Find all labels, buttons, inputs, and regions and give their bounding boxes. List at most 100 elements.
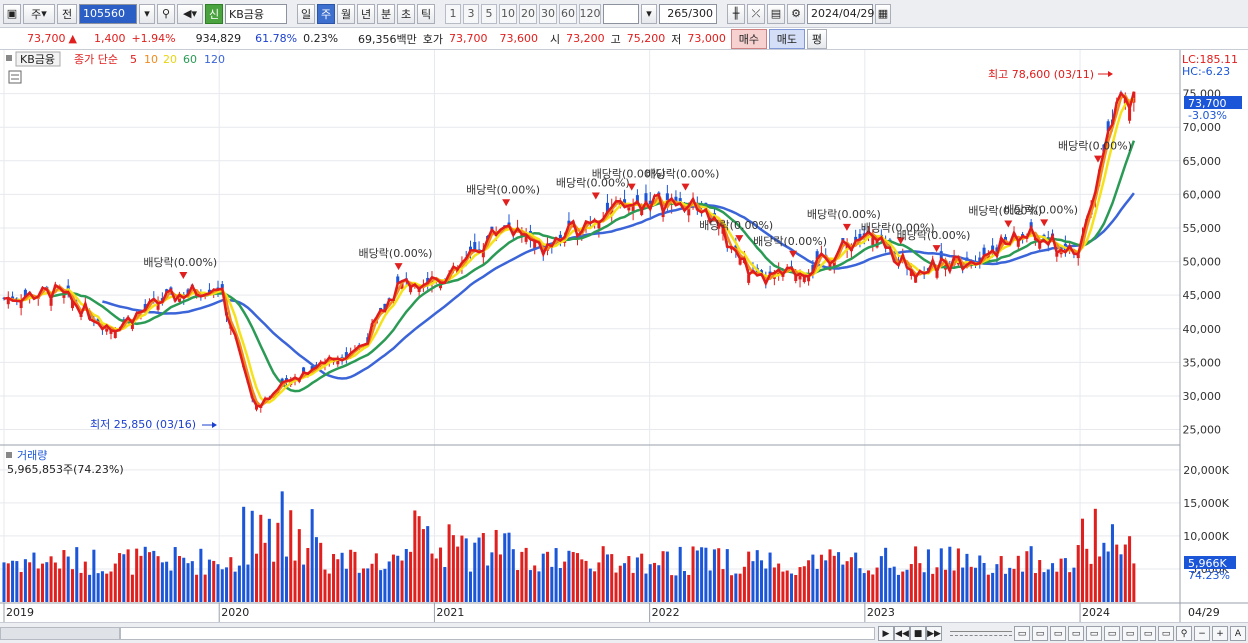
- tab-minute[interactable]: 분: [377, 3, 395, 24]
- volume-bar: [404, 548, 408, 602]
- tool-icon[interactable]: ▭: [1032, 626, 1048, 641]
- zoom-in-icon[interactable]: +: [1212, 626, 1228, 641]
- volume-bar: [661, 551, 665, 602]
- tool-icon[interactable]: ▭: [1104, 626, 1120, 641]
- volume-bar: [888, 567, 892, 602]
- search-icon[interactable]: ⚲: [157, 3, 175, 24]
- play-icon[interactable]: ▶: [878, 626, 894, 641]
- tab-tick[interactable]: 틱: [417, 3, 435, 24]
- price-volume-chart[interactable]: 배당락(0.00%)배당락(0.00%)배당락(0.00%)배당락(0.00%)…: [0, 50, 1248, 622]
- gear-icon[interactable]: ⚙: [787, 3, 805, 24]
- volume-bar: [126, 549, 130, 602]
- zoom-slider[interactable]: [950, 631, 1012, 636]
- low-label: 저: [671, 32, 682, 46]
- volume-bar: [978, 555, 982, 602]
- volume-bar: [49, 556, 53, 602]
- tool-icon[interactable]: ▭: [1014, 626, 1030, 641]
- volume-bar: [648, 564, 652, 602]
- date-input[interactable]: 2024/04/29: [807, 3, 874, 24]
- eval-button[interactable]: 평: [806, 28, 827, 49]
- prev-button[interactable]: 전: [57, 3, 77, 24]
- interval-custom-input[interactable]: [603, 3, 639, 24]
- low-price: 73,000: [687, 32, 726, 45]
- rewind-icon[interactable]: ◀◀: [894, 626, 910, 641]
- tab-year[interactable]: 년: [357, 3, 375, 24]
- draw-tool-icon[interactable]: ⤫: [747, 3, 765, 24]
- volume-bar: [366, 568, 370, 602]
- count-input[interactable]: 265/300: [659, 3, 717, 24]
- volume-tag: 5,966K: [1188, 557, 1227, 570]
- volume-bar: [143, 546, 147, 602]
- price-tick-label: 30,000: [1183, 390, 1222, 403]
- zoom-icon[interactable]: ⚲: [1176, 626, 1192, 641]
- interval-1[interactable]: 1: [445, 3, 461, 24]
- fast-forward-icon[interactable]: ▶▶: [926, 626, 942, 641]
- volume-bar: [755, 550, 759, 602]
- dropdown-icon[interactable]: ▾: [641, 3, 657, 24]
- period-select[interactable]: 주 ▾: [23, 3, 55, 24]
- price-tick-label: 35,000: [1183, 356, 1222, 369]
- volume-bar: [332, 554, 336, 602]
- volume-bar: [156, 556, 160, 602]
- volume-bar: [768, 552, 772, 602]
- speaker-icon[interactable]: ◀▾: [177, 3, 203, 24]
- volume-bar: [751, 561, 755, 602]
- interval-3[interactable]: 3: [463, 3, 479, 24]
- volume-bar: [336, 559, 340, 602]
- chart-area[interactable]: 배당락(0.00%) 배당락(0.00%) 배당락(0.00%) 배당락(0.00%)…: [0, 50, 1248, 622]
- stock-code-input[interactable]: 105560: [79, 3, 137, 24]
- dividend-label: 배당락(0.00%): [968, 205, 1042, 218]
- volume-bar: [892, 566, 896, 602]
- volume-bar: [387, 561, 391, 602]
- candle-type-icon[interactable]: ╫: [727, 3, 745, 24]
- interval-10[interactable]: 10: [499, 3, 517, 24]
- interval-5[interactable]: 5: [481, 3, 497, 24]
- zoom-out-icon[interactable]: −: [1194, 626, 1210, 641]
- open-price: 73,200: [566, 32, 605, 45]
- calendar-icon[interactable]: ▦: [875, 3, 891, 24]
- chart-scrollbar[interactable]: [120, 627, 875, 640]
- volume-bar: [884, 547, 888, 602]
- volume-bar: [41, 563, 45, 602]
- tab-week[interactable]: 주: [317, 3, 335, 24]
- candle-body: [858, 233, 862, 240]
- volume-bar: [468, 571, 473, 602]
- font-size-icon[interactable]: A: [1230, 626, 1246, 641]
- dropdown-icon[interactable]: ▾: [139, 3, 155, 24]
- tool-icon[interactable]: ▭: [1086, 626, 1102, 641]
- tool-icon[interactable]: ▭: [1122, 626, 1138, 641]
- volume-bar: [875, 567, 879, 602]
- candle-body: [991, 245, 995, 251]
- candle-body: [871, 236, 875, 245]
- candle-body: [524, 234, 528, 242]
- candle-body: [336, 358, 340, 365]
- tab-second[interactable]: 초: [397, 3, 415, 24]
- interval-30[interactable]: 30: [539, 3, 557, 24]
- tab-month[interactable]: 월: [337, 3, 355, 24]
- window-icon[interactable]: ▣: [3, 3, 21, 24]
- volume-bar: [995, 564, 999, 602]
- stock-name-field[interactable]: KB금융: [225, 3, 287, 24]
- save-icon[interactable]: ▤: [767, 3, 785, 24]
- tool-icon[interactable]: ▭: [1158, 626, 1174, 641]
- year-tick-label: 2022: [652, 606, 680, 619]
- volume-bar: [498, 554, 502, 602]
- chart-toggle-icon[interactable]: [8, 70, 22, 84]
- high-annotation: 최고 78,600 (03/11): [988, 68, 1094, 81]
- sell-button[interactable]: 매도: [768, 28, 805, 49]
- dividend-marker: [681, 183, 690, 191]
- tool-icon[interactable]: ▭: [1140, 626, 1156, 641]
- interval-120[interactable]: 120: [579, 3, 601, 24]
- interval-20[interactable]: 20: [519, 3, 537, 24]
- scroll-left-area[interactable]: [0, 627, 120, 640]
- bid-price: 73,600: [499, 32, 539, 45]
- tool-icon[interactable]: ▭: [1050, 626, 1066, 641]
- stop-icon[interactable]: ■: [910, 626, 926, 641]
- tab-day[interactable]: 일: [297, 3, 315, 24]
- buy-button[interactable]: 매수: [730, 28, 767, 49]
- interval-60[interactable]: 60: [559, 3, 577, 24]
- tool-icon[interactable]: ▭: [1068, 626, 1084, 641]
- volume-bar: [618, 565, 622, 602]
- volume-bar: [434, 558, 438, 602]
- dividend-label: 배당락(0.00%): [143, 256, 217, 269]
